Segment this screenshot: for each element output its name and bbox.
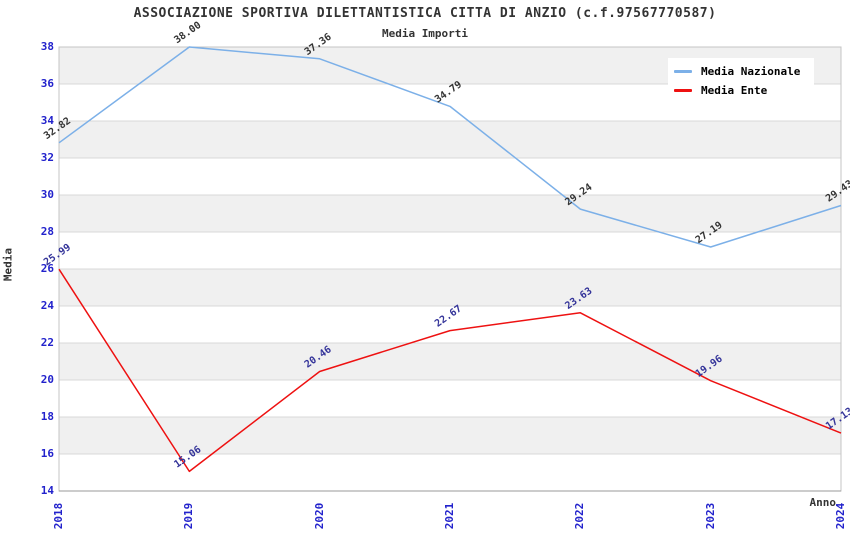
y-tick-label: 34	[40, 114, 54, 127]
x-tick-label: 2019	[182, 502, 196, 530]
plot-band	[59, 195, 841, 232]
plot-band	[59, 343, 841, 380]
legend: Media Nazionale Media Ente	[668, 58, 814, 105]
y-tick-label: 28	[40, 225, 54, 238]
plot-band	[59, 417, 841, 454]
x-tick-label: 2020	[312, 502, 326, 530]
y-tick-label: 32	[40, 151, 54, 164]
plot-band	[59, 306, 841, 343]
y-tick-label: 14	[40, 484, 54, 497]
y-tick-label: 20	[40, 373, 54, 386]
plot-band	[59, 269, 841, 306]
x-tick-label: 2024	[834, 502, 847, 530]
x-tick-label: 2021	[443, 502, 456, 530]
series-line-1	[58, 268, 842, 473]
legend-item-media-ente: Media Ente	[674, 81, 808, 100]
y-tick-label: 36	[40, 77, 54, 90]
x-axis-label: Anno	[809, 496, 837, 509]
plot-band	[59, 232, 841, 269]
legend-label: Media Nazionale	[701, 65, 801, 78]
plot-band	[59, 158, 841, 195]
chart-title: ASSOCIAZIONE SPORTIVA DILETTANTISTICA CI…	[133, 6, 717, 21]
series-line-0	[58, 46, 842, 248]
y-tick-label: 38	[40, 40, 54, 53]
y-tick-label: 30	[40, 188, 54, 201]
plot-band	[59, 121, 841, 158]
y-tick-label: 16	[40, 447, 54, 460]
y-tick-label: 26	[40, 262, 54, 275]
plot-band	[59, 454, 841, 491]
x-tick-label: 2022	[573, 502, 587, 530]
point-label: 38.00	[172, 20, 203, 46]
x-tick-label: 2023	[703, 502, 717, 530]
plot-band	[59, 380, 841, 417]
y-tick-label: 18	[40, 410, 54, 423]
legend-item-media-nazionale: Media Nazionale	[674, 62, 808, 81]
y-tick-label: 24	[40, 299, 54, 312]
chart-subtitle: Media Importi	[381, 27, 469, 40]
line-swatch-red-icon	[674, 89, 692, 92]
y-tick-label: 22	[40, 336, 54, 349]
x-tick-label: 2018	[52, 502, 65, 530]
legend-label: Media Ente	[701, 84, 768, 97]
line-swatch-blue-icon	[674, 70, 692, 73]
